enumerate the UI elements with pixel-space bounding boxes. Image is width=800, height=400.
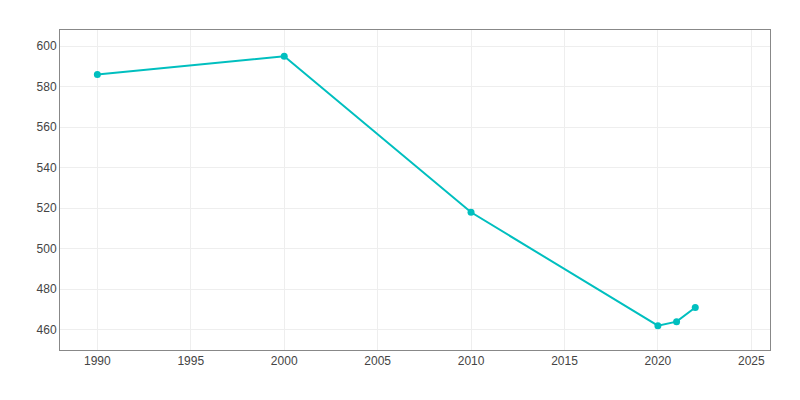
- svg-text:520: 520: [37, 201, 57, 215]
- svg-text:1995: 1995: [177, 354, 204, 368]
- svg-text:1990: 1990: [84, 354, 111, 368]
- svg-text:480: 480: [37, 282, 57, 296]
- svg-text:500: 500: [37, 242, 57, 256]
- svg-text:580: 580: [37, 80, 57, 94]
- svg-text:2000: 2000: [271, 354, 298, 368]
- svg-text:2020: 2020: [645, 354, 672, 368]
- svg-text:2005: 2005: [364, 354, 391, 368]
- svg-text:460: 460: [37, 323, 57, 337]
- svg-text:2025: 2025: [738, 354, 765, 368]
- svg-text:560: 560: [37, 120, 57, 134]
- svg-text:600: 600: [37, 39, 57, 53]
- svg-text:2015: 2015: [551, 354, 578, 368]
- svg-text:540: 540: [37, 161, 57, 175]
- svg-text:2010: 2010: [458, 354, 485, 368]
